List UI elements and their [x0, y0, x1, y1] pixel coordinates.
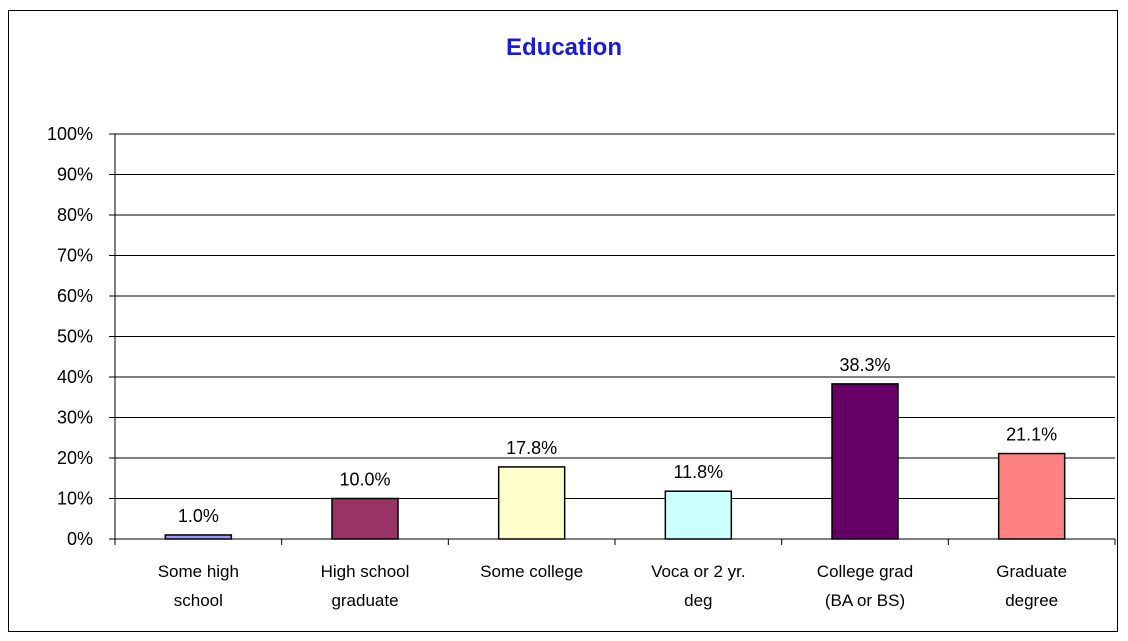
data-label: 1.0% [178, 506, 219, 526]
chart-title: Education [505, 34, 622, 61]
y-tick-label: 70% [57, 246, 93, 266]
y-tick-label: 60% [57, 286, 93, 306]
y-tick-label: 10% [57, 489, 93, 509]
bars [164, 383, 1066, 540]
data-label: 38.3% [839, 355, 890, 375]
bar [497, 466, 566, 540]
y-tick-label: 50% [57, 327, 93, 347]
y-tick-label: 30% [57, 408, 93, 428]
data-label: 10.0% [339, 470, 390, 490]
category-label: Some high [158, 562, 239, 581]
y-tick-label: 90% [57, 165, 93, 185]
data-label: 17.8% [506, 438, 557, 458]
bar [997, 452, 1066, 540]
bar [331, 497, 399, 540]
y-tick-label: 0% [67, 529, 93, 549]
y-tick-label: 40% [57, 367, 93, 387]
category-label: degree [1005, 591, 1058, 610]
category-label: graduate [331, 591, 398, 610]
gridlines [115, 133, 1115, 499]
y-tick-label: 100% [47, 124, 93, 144]
data-label: 11.8% [673, 462, 723, 482]
category-label: (BA or BS) [825, 591, 905, 610]
labels: 1.0% Some high school 10.0% High school gradu… [158, 355, 1067, 610]
axes: 0% 10% 20% 30% 40% 50% 60% 70% 80% 90% 100% [47, 124, 1116, 549]
y-tick-label: 20% [57, 448, 93, 468]
category-label: Some college [480, 562, 583, 581]
category-label: Voca or 2 yr. [651, 562, 746, 581]
y-tick-label: 80% [57, 205, 93, 225]
category-label: Graduate [996, 562, 1067, 581]
category-label: College grad [817, 562, 913, 581]
category-label: school [174, 591, 223, 610]
bar [164, 534, 233, 540]
bar [664, 490, 733, 540]
data-label: 21.1% [1006, 425, 1057, 445]
category-label: High school [321, 562, 410, 581]
bar [831, 383, 899, 540]
category-label: deg [684, 591, 712, 610]
